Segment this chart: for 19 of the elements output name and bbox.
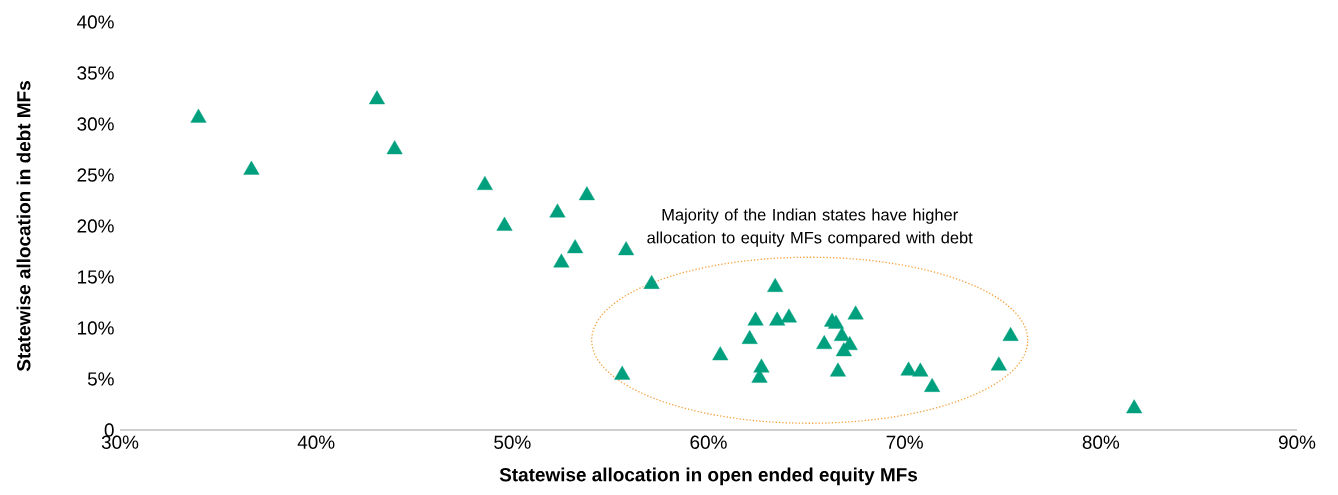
y-tick-label: 10%	[78, 321, 114, 335]
x-tick-label: 90%	[1278, 435, 1316, 449]
x-axis-title: Statewise allocation in open ended equity MFs	[499, 467, 918, 486]
y-tick-label: 40%	[77, 15, 114, 29]
x-tick-label: 80%	[1082, 435, 1120, 449]
y-tick-label: 35%	[77, 66, 114, 80]
x-tick-label: 60%	[690, 435, 727, 449]
y-tick-label: 5%	[87, 372, 114, 386]
x-tick-label: 40%	[297, 435, 335, 449]
y-axis-title: Statewise allocation in debt MFs	[16, 81, 31, 372]
y-tick-label: 30%	[77, 117, 114, 131]
y-tick-label: 0	[104, 423, 114, 437]
y-tick-label: 20%	[77, 219, 114, 233]
annotation: Majority of the Indian states have higher allocation to equity MFs compared with debt	[647, 208, 973, 247]
x-tick-label: 30%	[101, 435, 139, 449]
x-tick-label: 50%	[494, 435, 531, 449]
y-tick-label: 25%	[77, 168, 114, 182]
y-tick-label: 15%	[78, 270, 114, 284]
x-tick-label: 70%	[886, 435, 923, 449]
